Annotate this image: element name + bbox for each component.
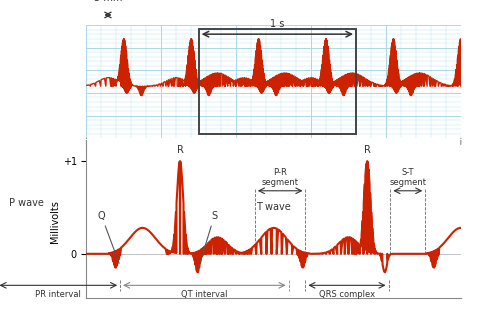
Text: S-T
segment: S-T segment <box>389 168 426 187</box>
Text: 5 mm: 5 mm <box>94 0 122 3</box>
Text: 1 s: 1 s <box>270 19 285 29</box>
Text: T wave: T wave <box>256 202 291 212</box>
Text: R: R <box>177 145 183 154</box>
Text: P wave: P wave <box>9 198 44 208</box>
Text: QT interval: QT interval <box>181 290 228 299</box>
Text: Q: Q <box>97 211 119 263</box>
Text: R: R <box>364 145 371 154</box>
Text: P-R
segment: P-R segment <box>262 168 299 187</box>
Text: QRS complex: QRS complex <box>319 290 375 299</box>
Text: S: S <box>198 211 217 268</box>
Text: PR interval: PR interval <box>36 290 81 299</box>
Y-axis label: Millivolts: Millivolts <box>50 200 60 243</box>
